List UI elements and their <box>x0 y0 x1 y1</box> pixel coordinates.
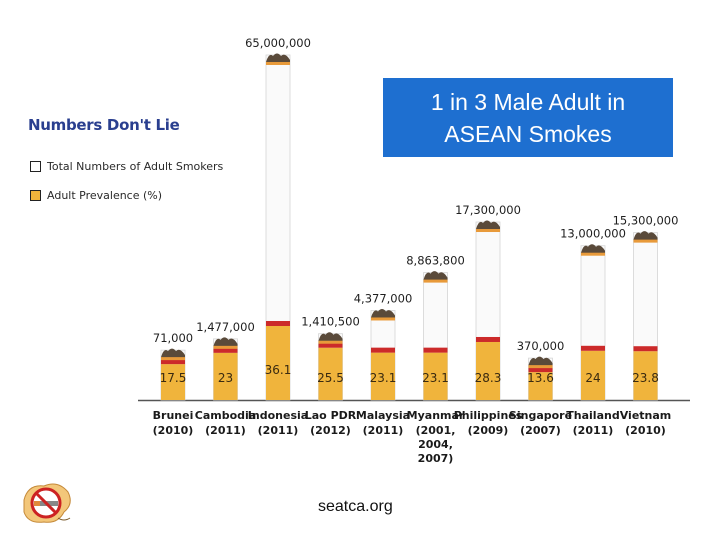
category-label: Myanmar <box>407 409 465 422</box>
cigarette-ash-tip <box>423 271 448 281</box>
category-label: Indonesia <box>248 409 308 422</box>
category-year-label: (2011) <box>363 424 404 437</box>
prevalence-value-label: 24 <box>585 371 600 385</box>
cigarette-ash-tip <box>161 348 185 359</box>
filter-band <box>581 345 605 351</box>
callout-box: 1 in 3 Male Adult in ASEAN Smokes <box>383 78 673 157</box>
prevalence-value-label: 23.8 <box>632 371 659 385</box>
cigarette-ember <box>318 340 343 344</box>
prevalence-value-label: 23.1 <box>370 371 397 385</box>
prevalence-bar <box>633 351 658 400</box>
prevalence-bar <box>161 364 185 400</box>
cigarette-ember <box>423 279 448 283</box>
smokers-value-label: 1,477,000 <box>196 320 255 334</box>
category-label: Brunei <box>153 409 194 422</box>
prevalence-bar <box>528 372 553 400</box>
category-label: Cambodia <box>195 409 256 422</box>
category-label: Thailand <box>566 409 619 422</box>
smokers-value-label: 15,300,000 <box>613 214 679 228</box>
category-year-label: (2001, <box>416 424 456 437</box>
prevalence-value-label: 23.1 <box>422 371 449 385</box>
prevalence-value-label: 28.3 <box>475 371 502 385</box>
cigarette-ash-tip <box>476 220 500 231</box>
cigarette-ember <box>633 239 658 243</box>
category-year-label: (2009) <box>468 424 509 437</box>
category-year-label: (2011) <box>258 424 299 437</box>
cigarette-ash-tip <box>266 53 290 63</box>
cigarette-ash-tip <box>371 308 395 319</box>
cigarette-ash-tip <box>581 244 605 254</box>
cigarette-ember <box>213 345 238 349</box>
smokers-value-label: 65,000,000 <box>245 36 311 50</box>
category-year-label: 2007) <box>418 452 454 465</box>
prevalence-bar <box>213 352 238 400</box>
smokers-value-label: 17,300,000 <box>455 203 521 217</box>
legend-swatch-white <box>30 161 41 172</box>
prevalence-value-label: 13.6 <box>527 371 554 385</box>
category-year-label: (2010) <box>153 424 194 437</box>
category-label: Philippines <box>454 409 523 422</box>
category-label: Lao PDR <box>305 409 357 422</box>
cigarette-ash-tip <box>528 356 553 367</box>
legend-swatch-orange <box>30 190 41 201</box>
cigarette-ember <box>476 229 500 233</box>
prevalence-value-label: 23 <box>218 371 233 385</box>
prevalence-value-label: 25.5 <box>317 371 344 385</box>
legend-label-prevalence: Adult Prevalence (%) <box>47 189 163 202</box>
prevalence-bar <box>423 352 448 400</box>
smokers-value-label: 4,377,000 <box>354 291 413 305</box>
legend-title: Numbers Don't Lie <box>28 116 180 134</box>
callout-line-2: ASEAN Smokes <box>444 120 612 147</box>
source-text: seatca.org <box>318 498 393 515</box>
legend-label-smokers: Total Numbers of Adult Smokers <box>47 160 224 173</box>
category-year-label: (2010) <box>625 424 666 437</box>
filter-band <box>371 347 395 353</box>
cigarette-ember <box>161 357 185 361</box>
category-label: Vietnam <box>620 409 672 422</box>
cigarette-ash-tip <box>633 231 658 241</box>
category-year-label: (2011) <box>205 424 246 437</box>
smokers-value-label: 1,410,500 <box>301 315 360 329</box>
filter-band <box>476 336 500 342</box>
filter-band <box>528 367 553 373</box>
cigarette-ember <box>528 365 553 369</box>
category-year-label: 2004, <box>418 438 453 451</box>
category-year-label: (2011) <box>573 424 614 437</box>
category-label: Malaysia <box>356 409 410 422</box>
no-smoking-logo-icon <box>23 483 71 523</box>
smokers-value-label: 370,000 <box>517 339 565 353</box>
cigarette-ash-tip <box>318 332 343 342</box>
legend-item-smokers: Total Numbers of Adult Smokers <box>30 160 223 173</box>
filter-band <box>213 347 238 353</box>
prevalence-value-label: 36.1 <box>265 363 292 377</box>
smokers-value-label: 71,000 <box>153 331 193 345</box>
filter-band <box>423 347 448 353</box>
cigarette-ash-tip <box>213 337 238 347</box>
filter-band <box>266 320 290 326</box>
filter-band <box>161 359 185 365</box>
category-year-label: (2012) <box>310 424 351 437</box>
cigarette-ember <box>581 252 605 256</box>
smokers-value-label: 8,863,800 <box>406 254 465 268</box>
legend-item-prevalence: Adult Prevalence (%) <box>30 189 162 202</box>
callout-line-1: 1 in 3 Male Adult in <box>430 88 626 115</box>
prevalence-bar <box>318 347 343 400</box>
category-label: Singapore <box>509 409 572 422</box>
prevalence-bar <box>581 350 605 400</box>
prevalence-value-label: 17.5 <box>160 371 187 385</box>
category-year-label: (2007) <box>520 424 561 437</box>
smokers-value-label: 13,000,000 <box>560 227 626 241</box>
cigarette-ember <box>371 317 395 321</box>
filter-band <box>318 342 343 348</box>
prevalence-bar <box>371 352 395 400</box>
filter-band <box>633 346 658 352</box>
cigarette-ember <box>266 62 290 65</box>
prevalence-bar <box>266 325 290 400</box>
prevalence-bar <box>476 341 500 400</box>
